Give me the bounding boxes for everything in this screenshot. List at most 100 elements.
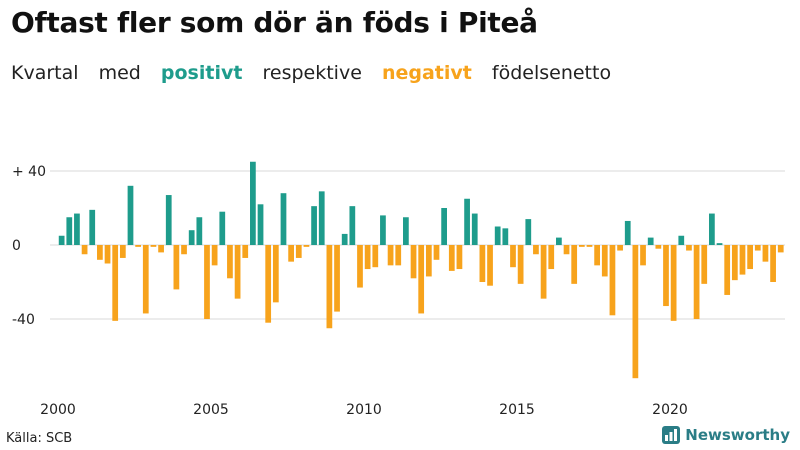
bar — [326, 245, 333, 329]
bar — [655, 245, 662, 249]
bar — [548, 245, 555, 270]
bar — [227, 245, 233, 279]
bar — [586, 245, 593, 247]
bar — [341, 233, 348, 245]
bar — [601, 245, 608, 277]
source-note: Källa: SCB — [6, 431, 73, 446]
bar — [739, 245, 746, 275]
bar — [425, 245, 432, 277]
x-tick-label: 2010 — [346, 402, 382, 418]
bar — [556, 237, 562, 245]
bar — [533, 245, 539, 255]
chart-title: Oftast fler som dör än föds i Piteå — [11, 6, 538, 39]
bar — [257, 204, 264, 245]
bar — [173, 245, 180, 290]
bar — [418, 245, 425, 314]
bar — [272, 245, 279, 303]
bar — [219, 211, 226, 245]
bar — [578, 245, 585, 247]
bar — [372, 245, 379, 268]
bar — [693, 245, 700, 319]
bar — [150, 245, 157, 247]
bar — [686, 245, 692, 251]
bar — [441, 208, 447, 245]
x-tick-label: 2005 — [193, 402, 229, 418]
bar — [188, 230, 195, 245]
bar — [89, 209, 96, 245]
bar — [510, 245, 516, 268]
bar — [234, 245, 241, 299]
bar — [448, 245, 455, 271]
bar — [777, 245, 784, 253]
bar — [387, 245, 394, 266]
bar — [464, 198, 470, 245]
bar — [762, 245, 769, 262]
brand-name: Newsworthy — [685, 426, 790, 444]
bar — [158, 245, 164, 253]
bar — [242, 245, 249, 258]
subtitle-word-med: med — [98, 62, 141, 84]
bar — [165, 195, 172, 245]
bar — [135, 245, 141, 247]
bar — [364, 245, 371, 270]
y-tick-label: -40 — [12, 312, 35, 328]
bar — [181, 245, 187, 255]
bar — [311, 206, 317, 245]
bar — [334, 245, 340, 312]
bar — [196, 217, 203, 245]
bar — [647, 237, 654, 245]
bar — [479, 245, 486, 282]
bar — [58, 235, 65, 245]
bar — [571, 245, 578, 284]
bar — [142, 245, 149, 314]
bar — [250, 161, 256, 245]
bar — [295, 245, 302, 258]
x-tick-label: 2015 — [499, 402, 535, 418]
bar — [502, 228, 509, 245]
bar — [701, 245, 708, 284]
bar — [632, 245, 639, 379]
bar — [318, 191, 325, 245]
bar — [410, 245, 417, 279]
bar — [609, 245, 616, 316]
bar — [403, 217, 409, 245]
bar — [770, 245, 776, 282]
bar — [540, 245, 547, 299]
bar — [119, 245, 126, 258]
bar — [456, 245, 463, 270]
bar — [471, 213, 478, 245]
bar — [81, 245, 88, 255]
bar — [663, 245, 669, 307]
bar — [525, 219, 532, 245]
bar — [74, 213, 80, 245]
bar — [487, 245, 493, 286]
bar — [709, 213, 715, 245]
bar — [204, 245, 210, 319]
subtitle-word-respektive: respektive — [262, 62, 362, 84]
bar — [716, 243, 723, 245]
bar — [731, 245, 738, 281]
subtitle-positive-label: positivt — [160, 62, 243, 84]
bar — [349, 206, 356, 245]
bar — [265, 245, 272, 323]
bar — [594, 245, 600, 266]
bar — [357, 245, 363, 288]
y-tick-label: 0 — [12, 238, 21, 254]
bar — [303, 245, 310, 247]
bar — [380, 215, 386, 245]
newsworthy-logo-icon — [662, 426, 681, 444]
bar — [517, 245, 524, 284]
x-tick-label: 2000 — [40, 402, 76, 418]
bar — [395, 245, 402, 266]
bar — [624, 220, 631, 245]
brand-logo: Newsworthy — [662, 426, 790, 444]
bar — [640, 245, 646, 266]
x-tick-label: 2020 — [652, 402, 688, 418]
bar — [754, 245, 761, 251]
bar — [66, 217, 73, 245]
bar — [724, 245, 731, 295]
bar — [433, 245, 440, 260]
bar — [97, 245, 103, 260]
bar — [617, 245, 623, 251]
